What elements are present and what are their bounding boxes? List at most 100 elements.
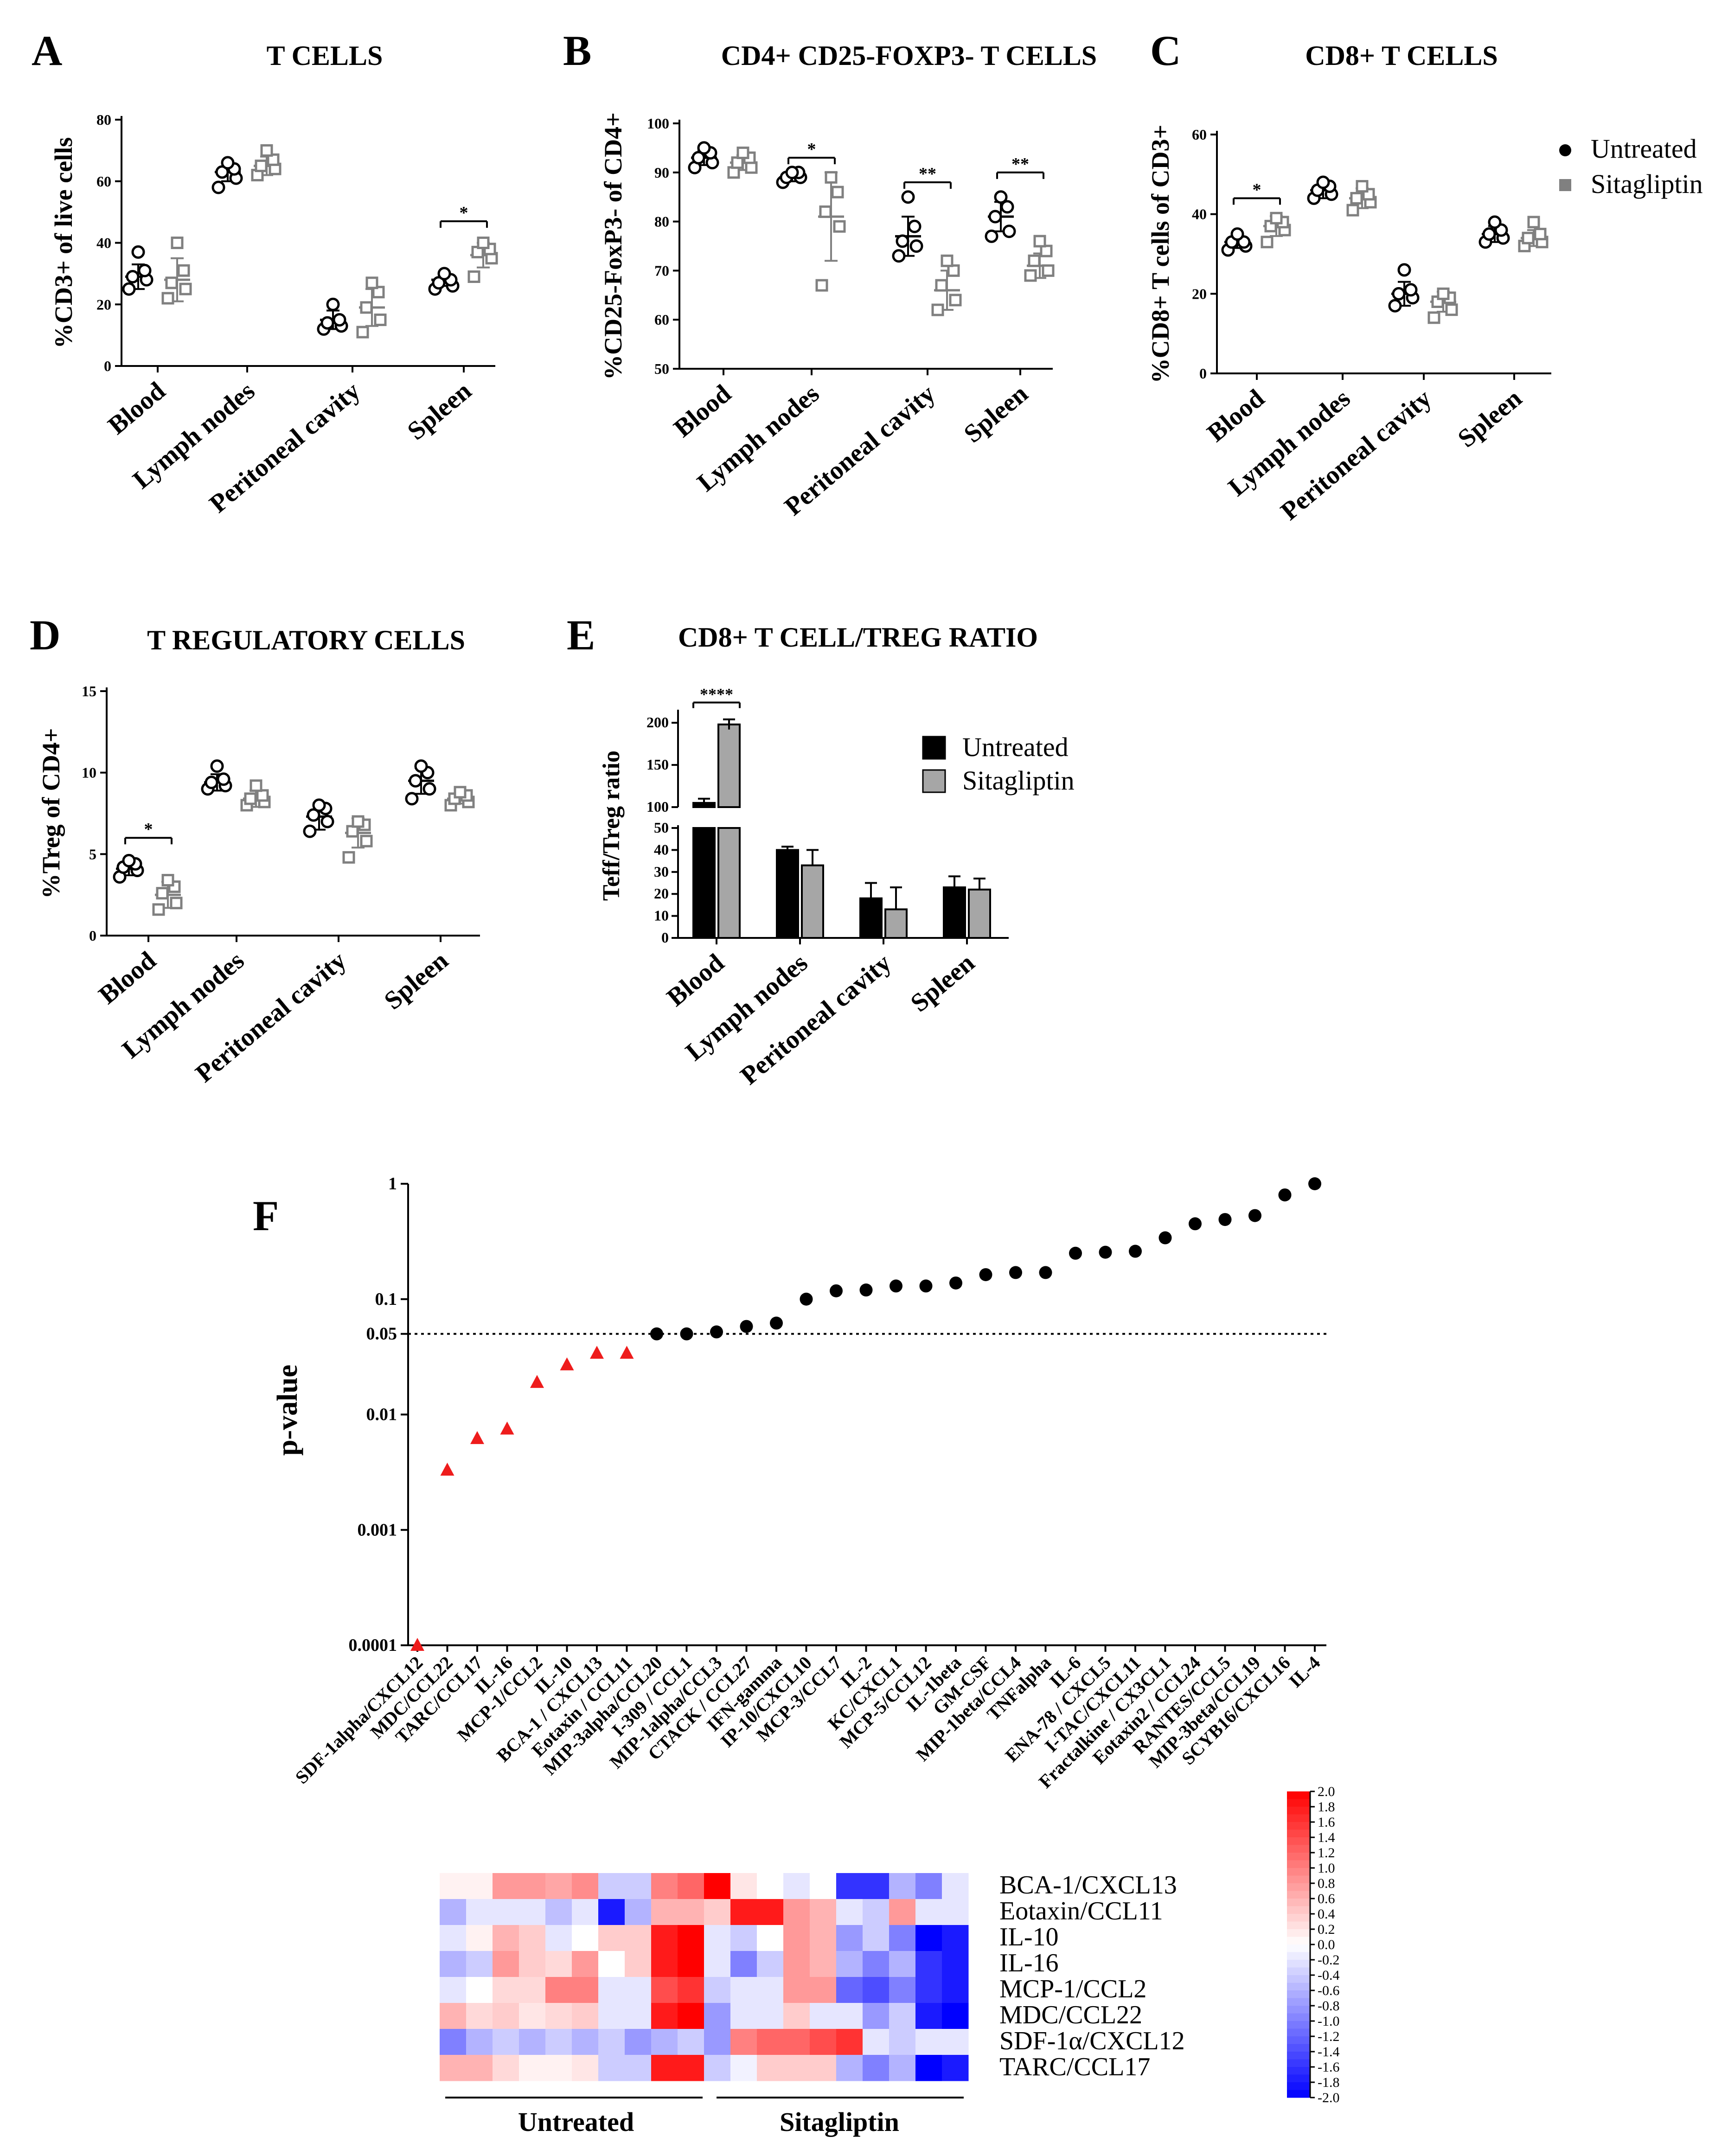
colorbar-segment	[1287, 2013, 1310, 2021]
y-axis-label: %CD3+ of live cells	[50, 137, 77, 348]
y-tick-label: 20	[1192, 285, 1207, 302]
colorbar-segment	[1287, 1791, 1310, 1799]
heatmap-cell	[836, 1951, 863, 1977]
nonsignificant-point	[1308, 1177, 1321, 1190]
heatmap-cell	[440, 2055, 467, 2081]
untreated-point	[122, 853, 136, 867]
panel-title: T REGULATORY CELLS	[147, 625, 465, 655]
colorbar-tick-label: 1.0	[1318, 1861, 1335, 1876]
sitagliptin-point	[941, 254, 954, 267]
sitagliptin-point	[356, 326, 369, 339]
sitagliptin-point	[372, 286, 385, 299]
untreated-bar	[859, 897, 883, 939]
heatmap-cell	[942, 1873, 969, 1899]
y-tick-label: 0	[89, 927, 96, 944]
y-tick-label: 80	[96, 111, 111, 128]
heatmap-cell	[440, 2029, 467, 2055]
heatmap-cell	[889, 2029, 916, 2055]
heatmap-cell	[704, 2003, 731, 2029]
untreated-point	[210, 759, 224, 773]
heatmap-cell	[466, 1977, 493, 2003]
untreated-point	[320, 815, 334, 828]
nonsignificant-point	[1009, 1266, 1022, 1279]
y-tick-label: 60	[654, 311, 669, 328]
colorbar-segment	[1287, 1937, 1310, 1945]
nonsignificant-point	[979, 1268, 992, 1281]
heatmap-cell	[757, 1873, 784, 1899]
colorbar-segment	[1287, 1807, 1310, 1815]
significant-point	[620, 1346, 634, 1359]
sitagliptin-bar	[717, 827, 741, 939]
significant-point	[560, 1357, 574, 1371]
colorbar-tick-label: -2.0	[1318, 2090, 1340, 2105]
heatmap-cell	[915, 1951, 942, 1977]
y-tick-label: 60	[96, 173, 111, 190]
heatmap-cell	[863, 1951, 890, 1977]
colorbar-segment	[1287, 1868, 1310, 1876]
significance-label: **	[919, 164, 936, 184]
heatmap-cell	[730, 2003, 757, 2029]
x-tick-label: Peritoneal cavity	[1275, 384, 1437, 526]
heatmap-cell	[915, 2055, 942, 2081]
nonsignificant-point	[1278, 1188, 1292, 1202]
heatmap-cell	[915, 1925, 942, 1951]
colorbar-tick-label: 1.4	[1318, 1830, 1335, 1845]
heatmap-cell	[730, 1873, 757, 1899]
heatmap-cell	[889, 1899, 916, 1925]
nonsignificant-point	[830, 1284, 843, 1297]
heatmap-cell	[519, 1951, 546, 1977]
untreated-bar	[692, 827, 716, 939]
nonsignificant-point	[800, 1292, 813, 1306]
sitagliptin-point	[833, 220, 846, 233]
colorbar-segment	[1287, 1929, 1310, 1937]
nonsignificant-point	[1158, 1231, 1172, 1245]
heatmap-cell	[625, 1977, 652, 2003]
heatmap-cell	[836, 1899, 863, 1925]
heatmap-cell	[836, 2055, 863, 2081]
nonsignificant-point	[1129, 1245, 1142, 1258]
colorbar-segment	[1287, 1906, 1310, 1914]
colorbar-tick-label: -0.2	[1318, 1952, 1340, 1968]
colorbar-segment	[1287, 1967, 1310, 1976]
y-tick-label: 0	[1199, 365, 1207, 382]
heatmap-cell	[678, 1899, 704, 1925]
significance-label: *	[807, 140, 816, 159]
heatmap-row-label: SDF-1α/CXCL12	[999, 2027, 1185, 2055]
x-tick-label: Spleen	[1453, 384, 1527, 453]
nonsignificant-point	[1099, 1245, 1112, 1259]
heatmap-cell	[810, 1925, 837, 1951]
sitagliptin-point	[1042, 264, 1055, 277]
heatmap-cell	[493, 1899, 519, 1925]
colorbar-tick-label: -0.4	[1318, 1968, 1340, 1983]
nonsignificant-point	[680, 1327, 693, 1341]
y-tick-label: 80	[654, 213, 669, 230]
heatmap-cell	[493, 1951, 519, 1977]
panel-letter: B	[563, 27, 591, 74]
heatmap-cell	[466, 2029, 493, 2055]
untreated-point	[1392, 287, 1406, 301]
x-tick-label: Blood	[668, 379, 736, 443]
untreated-point	[1316, 175, 1330, 189]
heatmap-cell	[889, 1951, 916, 1977]
y-tick-label: 100	[647, 115, 669, 132]
y-tick-label: 15	[82, 683, 96, 699]
heatmap-cell	[440, 1899, 467, 1925]
heatmap-cell	[915, 2003, 942, 2029]
panel-letter: D	[30, 611, 60, 659]
heatmap-cell	[519, 1899, 546, 1925]
colorbar-segment	[1287, 2028, 1310, 2037]
untreated-point	[691, 151, 705, 165]
heatmap-cell	[466, 2055, 493, 2081]
sitagliptin-point	[1040, 244, 1053, 257]
y-axis-label: %CD8+ T cells of CD3+	[1146, 125, 1174, 384]
heatmap-cell	[519, 2055, 546, 2081]
heatmap-cell	[598, 1925, 625, 1951]
nonsignificant-point	[859, 1283, 873, 1297]
sitagliptin-point	[949, 294, 962, 307]
heatmap-cell	[836, 1977, 863, 2003]
sitagliptin-point	[1261, 236, 1274, 249]
untreated-point	[892, 249, 906, 263]
heatmap-cell	[915, 1899, 942, 1925]
heatmap-cell	[545, 1873, 572, 1899]
heatmap-row-label: MDC/CCL22	[999, 2001, 1142, 2029]
